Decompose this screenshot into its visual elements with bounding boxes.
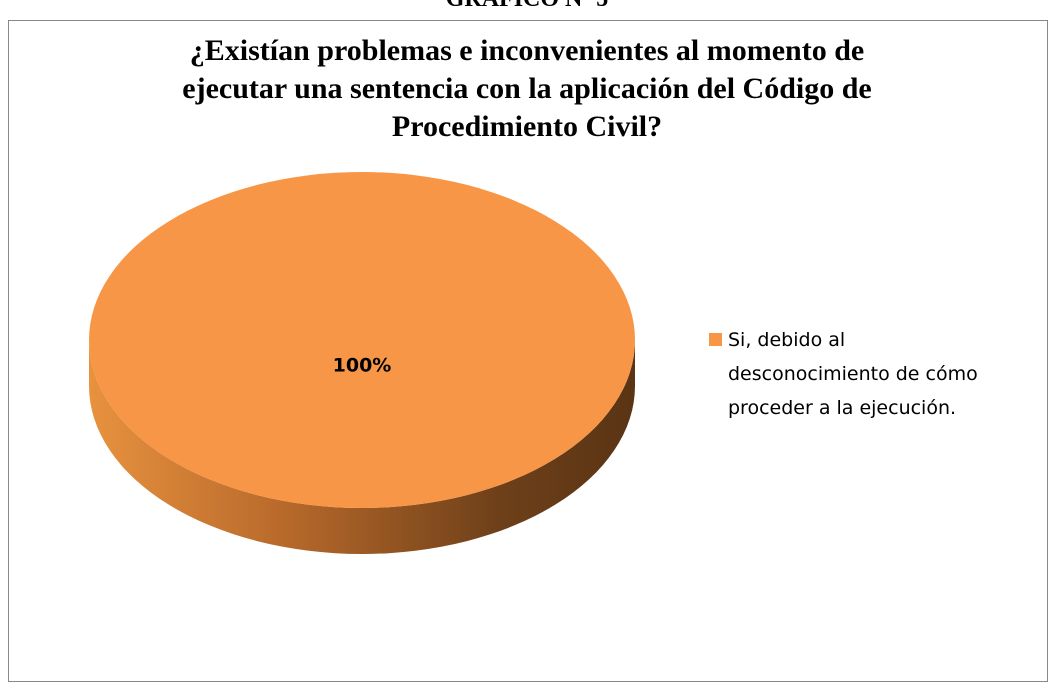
legend: Si, debido al desconocimiento de cómo pr…: [709, 323, 1009, 425]
page-heading: GRÁFICO Nº 5: [0, 0, 1054, 13]
chart-title: ¿Existían problemas e inconvenientes al …: [182, 34, 872, 143]
legend-swatch: [709, 333, 722, 346]
value-label: 100%: [333, 355, 392, 377]
legend-label: Si, debido al desconocimiento de cómo pr…: [728, 329, 978, 419]
pie-slice: [89, 172, 635, 508]
pie-side: [89, 340, 635, 554]
